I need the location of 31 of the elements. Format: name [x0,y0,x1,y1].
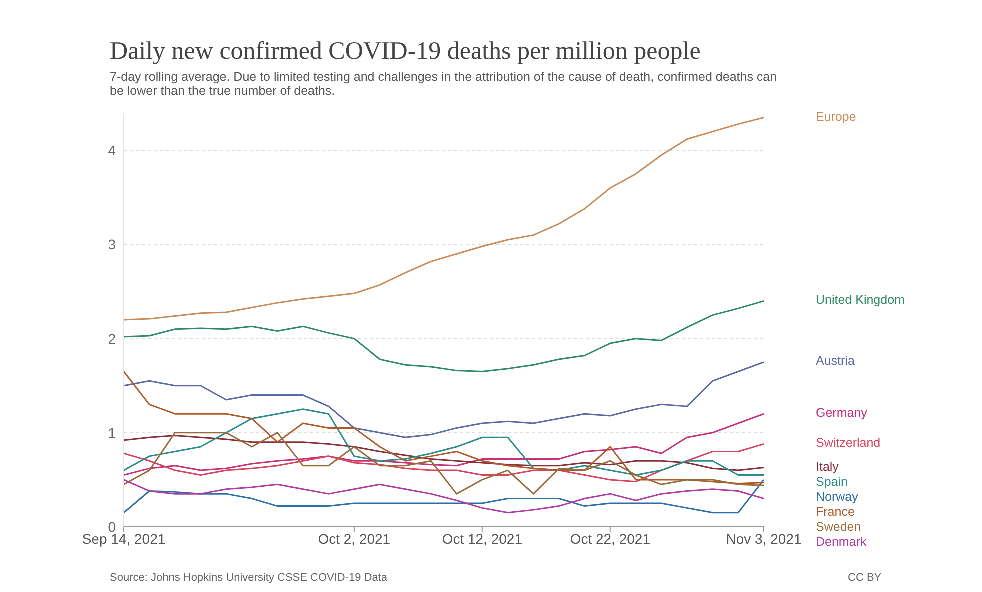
text: Spain [816,474,848,489]
line-series [124,432,764,495]
y-tick-label: 1 [108,424,116,441]
line-series [124,362,764,438]
chart-subtitle: 7-day rolling average. Due to limited testing and challenges in the attribution of the cause of death, confirmed deaths can be lower than the true number of deaths. [110,70,778,98]
x-tick-label: Nov 3, 2021 [726,530,802,547]
x-tick-label: Oct 12, 2021 [442,530,523,547]
line-series [124,300,764,372]
line-series [124,371,764,484]
line-series [124,443,764,483]
y-tick-label: 3 [108,236,116,253]
line-series [124,479,764,514]
y-tick-label: 4 [108,142,116,159]
text: United Kingdom [816,293,905,308]
x-tick-label: Oct 2, 2021 [318,530,391,547]
line-series [124,434,764,472]
text: Norway [816,490,858,504]
text: Sweden [816,520,862,534]
chart-title: Daily new confirmed COVID-19 deaths per million people [110,38,701,66]
y-tick-label: 2 [108,330,116,347]
x-tick-label: Oct 22, 2021 [570,530,651,547]
text: Austria [816,354,855,368]
line-series [124,116,764,321]
text: Europe [816,110,856,124]
text: Italy [816,460,839,474]
text: Denmark [816,534,867,549]
text: CC BY [848,572,882,584]
text: France [816,504,855,519]
text: Switzerland [816,436,881,450]
text: Germany [816,406,868,420]
source-note: Source: Johns Hopkins University CSSE COVID-19 Data [110,572,388,584]
